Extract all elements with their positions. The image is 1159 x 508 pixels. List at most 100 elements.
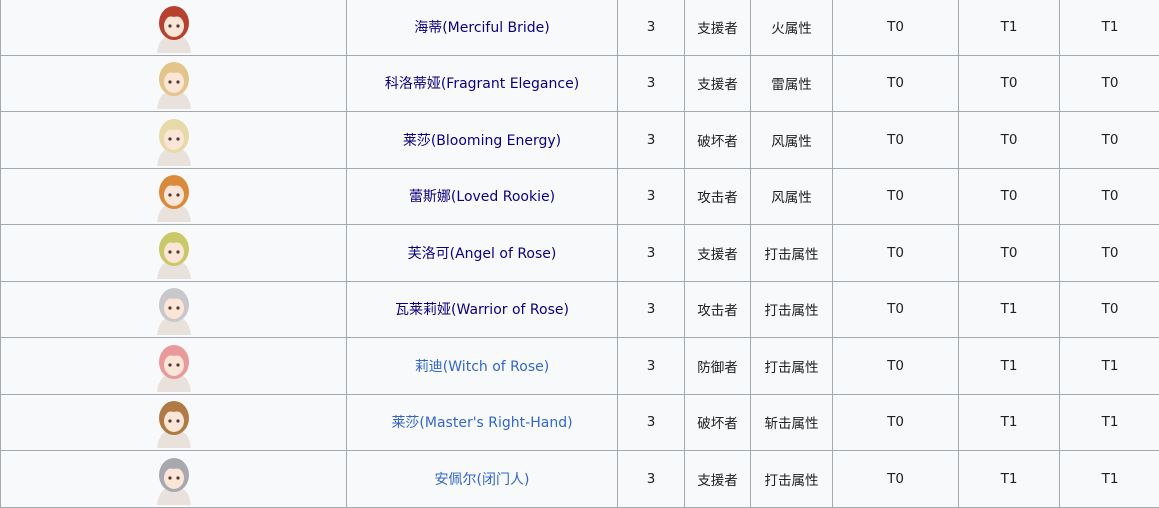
portrait-cell bbox=[0, 0, 347, 56]
tier-cell-3: T1 bbox=[1059, 393, 1159, 451]
character-link[interactable]: 芙洛可(Angel of Rose) bbox=[407, 245, 557, 262]
name-cell: 瓦莱莉娅(Warrior of Rose) bbox=[346, 280, 618, 338]
portrait-cell bbox=[0, 393, 347, 451]
tier-cell-1: T0 bbox=[832, 167, 959, 225]
role-cell: 支援者 bbox=[684, 0, 751, 56]
name-cell: 莱莎(Master's Right-Hand) bbox=[346, 393, 618, 451]
name-cell: 蕾斯娜(Loved Rookie) bbox=[346, 167, 618, 225]
attribute-cell: 打击属性 bbox=[750, 450, 833, 508]
character-link[interactable]: 瓦莱莉娅(Warrior of Rose) bbox=[395, 302, 569, 319]
tier-cell-1: T0 bbox=[832, 0, 959, 56]
table-row: 蕾斯娜(Loved Rookie) 3 攻击者 风属性 T0 T0 T0 bbox=[0, 167, 1159, 225]
rarity-cell: 3 bbox=[617, 337, 685, 395]
character-link[interactable]: 莉迪(Witch of Rose) bbox=[414, 358, 550, 375]
attribute-cell: 雷属性 bbox=[750, 54, 833, 112]
attribute-cell: 打击属性 bbox=[750, 280, 833, 338]
attribute-cell: 斩击属性 bbox=[750, 393, 833, 451]
tier-cell-3: T0 bbox=[1059, 224, 1159, 282]
rarity-cell: 3 bbox=[617, 111, 685, 169]
portrait-cell bbox=[0, 111, 347, 169]
name-cell: 科洛蒂娅(Fragrant Elegance) bbox=[346, 54, 618, 112]
portrait-cell bbox=[0, 224, 347, 282]
role-cell: 破坏者 bbox=[684, 111, 751, 169]
tier-cell-1: T0 bbox=[832, 111, 959, 169]
rarity-cell: 3 bbox=[617, 54, 685, 112]
portrait-cell bbox=[0, 167, 347, 225]
character-portrait[interactable] bbox=[148, 226, 199, 279]
tier-cell-2: T1 bbox=[958, 393, 1060, 451]
character-link[interactable]: 莱莎(Master's Right-Hand) bbox=[391, 415, 573, 432]
rarity-cell: 3 bbox=[617, 280, 685, 338]
portrait-cell bbox=[0, 54, 347, 112]
rarity-cell: 3 bbox=[617, 224, 685, 282]
tier-cell-2: T0 bbox=[958, 111, 1060, 169]
character-link[interactable]: 安佩尔(闭门人) bbox=[434, 471, 530, 488]
tier-cell-1: T0 bbox=[832, 450, 959, 508]
portrait-cell bbox=[0, 280, 347, 338]
tier-cell-3: T1 bbox=[1059, 450, 1159, 508]
rarity-cell: 3 bbox=[617, 167, 685, 225]
character-portrait[interactable] bbox=[148, 452, 199, 505]
name-cell: 芙洛可(Angel of Rose) bbox=[346, 224, 618, 282]
table-row: 海蒂(Merciful Bride) 3 支援者 火属性 T0 T1 T1 bbox=[0, 0, 1159, 56]
tier-cell-2: T1 bbox=[958, 450, 1060, 508]
tier-cell-2: T0 bbox=[958, 54, 1060, 112]
role-cell: 攻击者 bbox=[684, 280, 751, 338]
character-link[interactable]: 蕾斯娜(Loved Rookie) bbox=[408, 189, 556, 206]
tier-cell-2: T0 bbox=[958, 167, 1060, 225]
character-link[interactable]: 海蒂(Merciful Bride) bbox=[414, 19, 550, 36]
table-row: 科洛蒂娅(Fragrant Elegance) 3 支援者 雷属性 T0 T0 … bbox=[0, 54, 1159, 112]
attribute-cell: 打击属性 bbox=[750, 337, 833, 395]
character-link[interactable]: 莱莎(Blooming Energy) bbox=[402, 132, 562, 149]
character-portrait[interactable] bbox=[148, 0, 199, 53]
attribute-cell: 打击属性 bbox=[750, 224, 833, 282]
attribute-cell: 风属性 bbox=[750, 167, 833, 225]
tier-cell-2: T1 bbox=[958, 0, 1060, 56]
tier-cell-3: T0 bbox=[1059, 54, 1159, 112]
character-portrait[interactable] bbox=[148, 57, 199, 110]
table-row: 安佩尔(闭门人) 3 支援者 打击属性 T0 T1 T1 bbox=[0, 450, 1159, 508]
character-portrait[interactable] bbox=[148, 339, 199, 392]
name-cell: 海蒂(Merciful Bride) bbox=[346, 0, 618, 56]
table-row: 芙洛可(Angel of Rose) 3 支援者 打击属性 T0 T0 T0 bbox=[0, 224, 1159, 282]
rarity-cell: 3 bbox=[617, 0, 685, 56]
role-cell: 支援者 bbox=[684, 54, 751, 112]
role-cell: 支援者 bbox=[684, 450, 751, 508]
tier-cell-2: T1 bbox=[958, 337, 1060, 395]
table-row: 莉迪(Witch of Rose) 3 防御者 打击属性 T0 T1 T1 bbox=[0, 337, 1159, 395]
table-row: 莱莎(Master's Right-Hand) 3 破坏者 斩击属性 T0 T1… bbox=[0, 393, 1159, 451]
tier-cell-3: T0 bbox=[1059, 280, 1159, 338]
tier-cell-1: T0 bbox=[832, 393, 959, 451]
tier-cell-2: T0 bbox=[958, 224, 1060, 282]
tier-cell-1: T0 bbox=[832, 224, 959, 282]
attribute-cell: 火属性 bbox=[750, 0, 833, 56]
tier-cell-3: T0 bbox=[1059, 111, 1159, 169]
character-portrait[interactable] bbox=[148, 170, 199, 223]
table-row: 瓦莱莉娅(Warrior of Rose) 3 攻击者 打击属性 T0 T1 T… bbox=[0, 280, 1159, 338]
attribute-cell: 风属性 bbox=[750, 111, 833, 169]
character-portrait[interactable] bbox=[148, 396, 199, 449]
name-cell: 安佩尔(闭门人) bbox=[346, 450, 618, 508]
role-cell: 支援者 bbox=[684, 224, 751, 282]
tier-cell-3: T0 bbox=[1059, 167, 1159, 225]
role-cell: 破坏者 bbox=[684, 393, 751, 451]
name-cell: 莉迪(Witch of Rose) bbox=[346, 337, 618, 395]
tier-cell-2: T1 bbox=[958, 280, 1060, 338]
character-link[interactable]: 科洛蒂娅(Fragrant Elegance) bbox=[384, 76, 580, 93]
tier-cell-1: T0 bbox=[832, 337, 959, 395]
character-portrait[interactable] bbox=[148, 283, 199, 336]
table-row: 莱莎(Blooming Energy) 3 破坏者 风属性 T0 T0 T0 bbox=[0, 111, 1159, 169]
tier-cell-3: T1 bbox=[1059, 337, 1159, 395]
character-portrait[interactable] bbox=[148, 113, 199, 166]
tier-cell-1: T0 bbox=[832, 54, 959, 112]
rarity-cell: 3 bbox=[617, 393, 685, 451]
rarity-cell: 3 bbox=[617, 450, 685, 508]
role-cell: 防御者 bbox=[684, 337, 751, 395]
portrait-cell bbox=[0, 337, 347, 395]
name-cell: 莱莎(Blooming Energy) bbox=[346, 111, 618, 169]
tier-cell-1: T0 bbox=[832, 280, 959, 338]
portrait-cell bbox=[0, 450, 347, 508]
role-cell: 攻击者 bbox=[684, 167, 751, 225]
tier-cell-3: T1 bbox=[1059, 0, 1159, 56]
